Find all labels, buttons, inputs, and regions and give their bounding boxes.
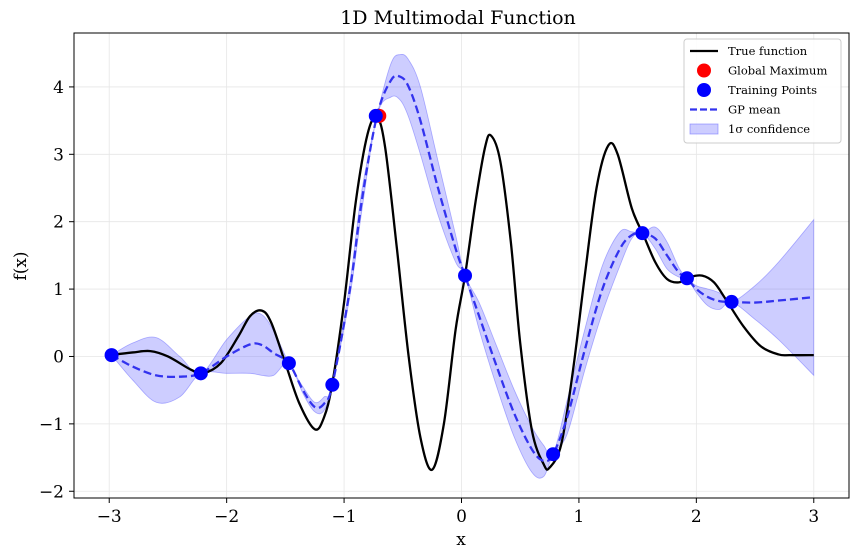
y-tick-label: 0: [53, 347, 64, 367]
training-point: [546, 447, 561, 462]
legend-label: Global Maximum: [728, 64, 827, 78]
y-tick-label: 4: [53, 78, 64, 98]
ticks: −3 −2 −1 0 1 2 3 −2 −1 0 1 2 3 4: [39, 78, 819, 527]
x-tick-label: −3: [97, 507, 122, 527]
legend-patch-confidence: [689, 123, 719, 135]
training-point: [325, 377, 340, 392]
chart-title: 1D Multimodal Function: [340, 7, 576, 29]
legend-label: True function: [728, 44, 808, 58]
training-point: [193, 366, 208, 381]
training-point: [679, 271, 694, 286]
training-point: [724, 294, 739, 309]
training-point: [458, 268, 473, 283]
legend: True function Global Maximum Training Poin…: [683, 38, 842, 144]
training-point: [104, 348, 119, 363]
training-point: [368, 108, 383, 123]
training-point: [635, 226, 650, 241]
x-axis-label: x: [456, 530, 466, 550]
gp-mean-line: [111, 74, 814, 463]
plot-area: [104, 54, 815, 479]
x-tick-label: −1: [332, 507, 357, 527]
training-point: [281, 356, 296, 371]
x-tick-label: 0: [456, 507, 467, 527]
legend-label: 1σ confidence: [728, 122, 810, 136]
x-tick-label: 3: [808, 507, 819, 527]
y-tick-label: 1: [53, 280, 64, 300]
y-tick-label: −2: [39, 482, 64, 502]
y-tick-label: −1: [39, 415, 64, 435]
x-tick-label: −2: [214, 507, 239, 527]
x-tick-label: 2: [691, 507, 702, 527]
true-function-line: [109, 115, 814, 471]
legend-label: GP mean: [728, 103, 781, 117]
legend-box: [683, 38, 842, 144]
legend-label: Training Points: [728, 83, 817, 97]
y-tick-label: 2: [53, 213, 64, 233]
y-tick-label: 3: [53, 145, 64, 165]
legend-marker: [697, 83, 711, 97]
x-tick-label: 1: [574, 507, 585, 527]
legend-marker: [697, 63, 711, 78]
y-axis-label: f(x): [11, 251, 31, 280]
